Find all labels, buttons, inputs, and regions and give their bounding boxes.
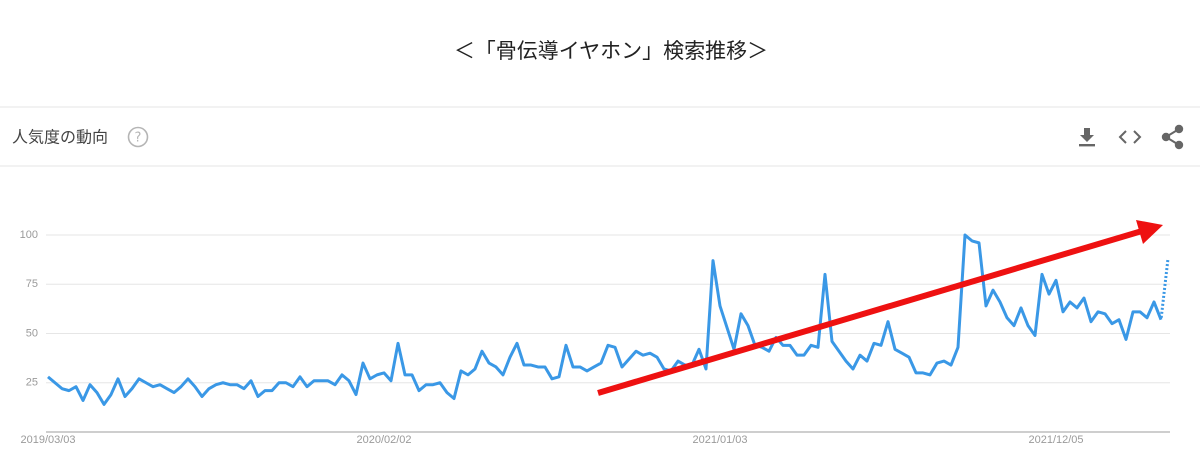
- arrow-head: [1136, 220, 1163, 244]
- y-tick-label: 75: [26, 278, 38, 290]
- x-tick-label: 2021/12/05: [1028, 434, 1083, 446]
- x-tick-label: 2021/01/03: [692, 434, 747, 446]
- help-icon-mark: ?: [135, 131, 142, 146]
- y-tick-label: 25: [26, 377, 38, 389]
- card-title: 人気度の動向: [12, 128, 108, 147]
- trend-arrow: [597, 220, 1163, 396]
- share-icon[interactable]: [1161, 124, 1184, 150]
- y-tick-label: 100: [20, 229, 38, 241]
- y-tick-label: 50: [26, 327, 38, 339]
- embed-icon[interactable]: [1118, 130, 1142, 144]
- help-icon[interactable]: [127, 126, 149, 148]
- plot-area: 25 50 75 100 2019/03/03 2020/02/02 2021/01/03 2…: [20, 229, 1170, 446]
- trend-line: [47, 233, 1170, 406]
- download-icon[interactable]: [1079, 128, 1095, 147]
- chart-title: ＜「骨伝導イヤホン」検索推移＞: [454, 39, 768, 63]
- x-tick-label: 2020/02/02: [356, 434, 411, 446]
- x-tick-label: 2019/03/03: [20, 434, 75, 446]
- arrow-shaft: [597, 228, 1143, 396]
